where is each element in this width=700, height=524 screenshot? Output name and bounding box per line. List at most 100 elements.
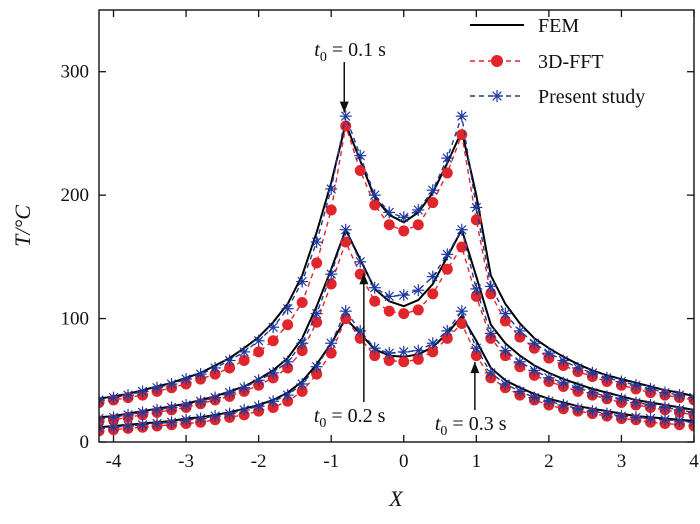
data-point xyxy=(426,184,439,197)
data-point xyxy=(658,413,671,426)
x-tick-label: 2 xyxy=(544,451,554,472)
data-point xyxy=(267,335,279,347)
data-point xyxy=(688,416,694,429)
data-point xyxy=(470,214,482,226)
data-point xyxy=(383,347,396,360)
annotation-arrow xyxy=(470,362,480,410)
data-point xyxy=(644,398,657,411)
data-point xyxy=(441,152,454,165)
data-point xyxy=(586,405,599,418)
data-point xyxy=(223,407,236,420)
data-point xyxy=(253,346,265,358)
data-point xyxy=(151,417,164,430)
data-point xyxy=(252,374,265,387)
data-point xyxy=(557,376,570,389)
data-point xyxy=(252,334,265,347)
data-point xyxy=(528,364,541,377)
series-line xyxy=(99,227,694,420)
data-point xyxy=(398,225,410,237)
data-point xyxy=(383,290,396,303)
data-point xyxy=(325,182,338,195)
data-point xyxy=(441,263,453,275)
data-point xyxy=(311,368,323,380)
legend-marker xyxy=(491,55,503,67)
data-point xyxy=(426,337,439,350)
data-point xyxy=(441,324,454,337)
data-point xyxy=(615,410,628,423)
y-tick-label: 100 xyxy=(61,309,90,330)
data-point xyxy=(441,248,454,261)
data-point xyxy=(470,350,482,362)
data-point xyxy=(688,406,694,419)
data-point xyxy=(296,275,309,288)
data-point xyxy=(165,377,178,390)
data-point xyxy=(398,308,410,320)
data-point xyxy=(267,366,280,379)
data-point xyxy=(426,270,439,283)
data-point xyxy=(122,419,135,432)
data-point xyxy=(542,347,555,360)
annotation-label: t0 = 0.2 s xyxy=(314,405,386,431)
data-point xyxy=(412,353,424,365)
series-layer xyxy=(99,110,694,437)
data-point xyxy=(340,120,352,132)
y-axis-label: T/°C xyxy=(10,205,35,247)
data-point xyxy=(325,278,337,290)
x-tick-label: -3 xyxy=(178,451,194,472)
data-point xyxy=(296,337,309,350)
data-point xyxy=(310,360,323,373)
data-point xyxy=(209,391,222,404)
annotation-label: t0 = 0.3 s xyxy=(435,413,507,439)
data-point xyxy=(354,332,366,344)
legend: FEM 3D-FFT Present study xyxy=(470,15,645,108)
data-point xyxy=(296,297,308,309)
data-point xyxy=(136,418,149,431)
data-point xyxy=(99,422,105,435)
data-point xyxy=(542,395,555,408)
data-point xyxy=(310,236,323,249)
data-point xyxy=(673,403,686,416)
data-point xyxy=(223,354,236,367)
data-point xyxy=(412,344,425,357)
legend-item: FEM xyxy=(470,15,579,37)
data-point xyxy=(644,382,657,395)
x-tick-label: -1 xyxy=(323,451,339,472)
data-point xyxy=(252,400,265,413)
data-point xyxy=(267,395,280,408)
y-tick-label: 0 xyxy=(80,432,90,453)
data-point xyxy=(383,355,395,367)
data-point xyxy=(238,403,251,416)
data-point xyxy=(427,346,439,358)
annotation-arrow xyxy=(359,273,369,402)
annotation-arrow xyxy=(339,62,349,113)
data-point xyxy=(484,366,497,379)
data-point xyxy=(136,385,149,398)
data-point xyxy=(499,377,512,390)
data-point xyxy=(499,344,512,357)
data-point xyxy=(165,416,178,429)
data-point xyxy=(325,204,337,216)
data-point xyxy=(455,110,468,123)
data-point xyxy=(368,342,381,355)
data-point xyxy=(528,337,541,350)
data-point xyxy=(629,411,642,424)
data-point xyxy=(456,241,468,253)
data-point xyxy=(354,149,367,162)
data-point xyxy=(296,377,309,390)
data-point xyxy=(383,219,395,231)
data-point xyxy=(470,282,483,295)
data-point xyxy=(281,302,294,315)
data-point xyxy=(412,219,424,231)
data-point xyxy=(281,355,294,368)
data-point xyxy=(369,350,381,362)
data-point xyxy=(688,391,694,404)
x-tick-label: 4 xyxy=(689,451,699,472)
data-point xyxy=(673,415,686,428)
data-point xyxy=(513,324,526,337)
data-point xyxy=(180,373,193,386)
data-point xyxy=(122,408,135,421)
legend-item: 3D-FFT xyxy=(470,51,604,73)
x-tick-label: 1 xyxy=(472,451,482,472)
data-point xyxy=(586,366,599,379)
